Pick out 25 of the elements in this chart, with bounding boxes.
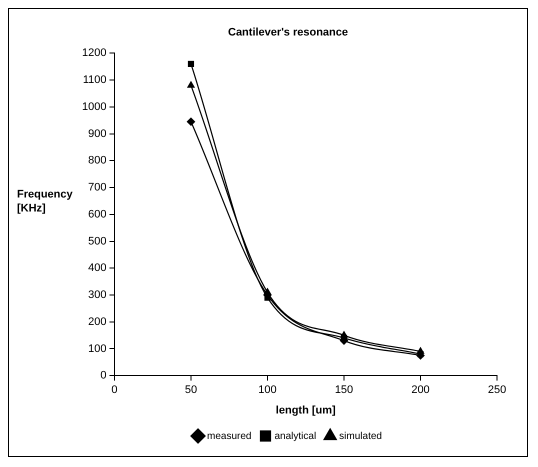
y-tick-label: 700 — [88, 182, 106, 194]
y-tick-label: 300 — [88, 289, 106, 302]
y-tick-label: 1000 — [82, 100, 106, 113]
y-tick-label: 500 — [88, 235, 106, 248]
x-tick-label: 250 — [488, 384, 506, 396]
x-axis-title: length [um] — [276, 404, 336, 416]
y-tick-label: 600 — [88, 208, 106, 220]
y-tick-label: 900 — [88, 128, 106, 140]
y-tick-label: 1100 — [82, 74, 106, 86]
y-tick-label: 200 — [88, 316, 106, 328]
y-axis-title: Frequency [KHz] — [17, 188, 74, 214]
x-tick-label: 0 — [111, 384, 118, 396]
y-tick-label: 100 — [88, 342, 106, 355]
y-tick-label: 800 — [88, 154, 106, 167]
y-tick-label: 400 — [88, 262, 106, 274]
chart-title: Cantilever's resonance — [228, 26, 348, 39]
y-tick-label: 1200 — [82, 47, 106, 60]
y-tick-label: 0 — [100, 370, 106, 382]
legend-label: simulated — [339, 430, 382, 442]
x-tick-label: 100 — [258, 384, 277, 396]
legend-label: measured — [207, 430, 252, 442]
legend-label: analytical — [274, 430, 316, 442]
x-tick-label: 200 — [411, 384, 430, 396]
x-tick-label: 50 — [184, 384, 198, 396]
x-tick-label: 150 — [334, 384, 354, 396]
